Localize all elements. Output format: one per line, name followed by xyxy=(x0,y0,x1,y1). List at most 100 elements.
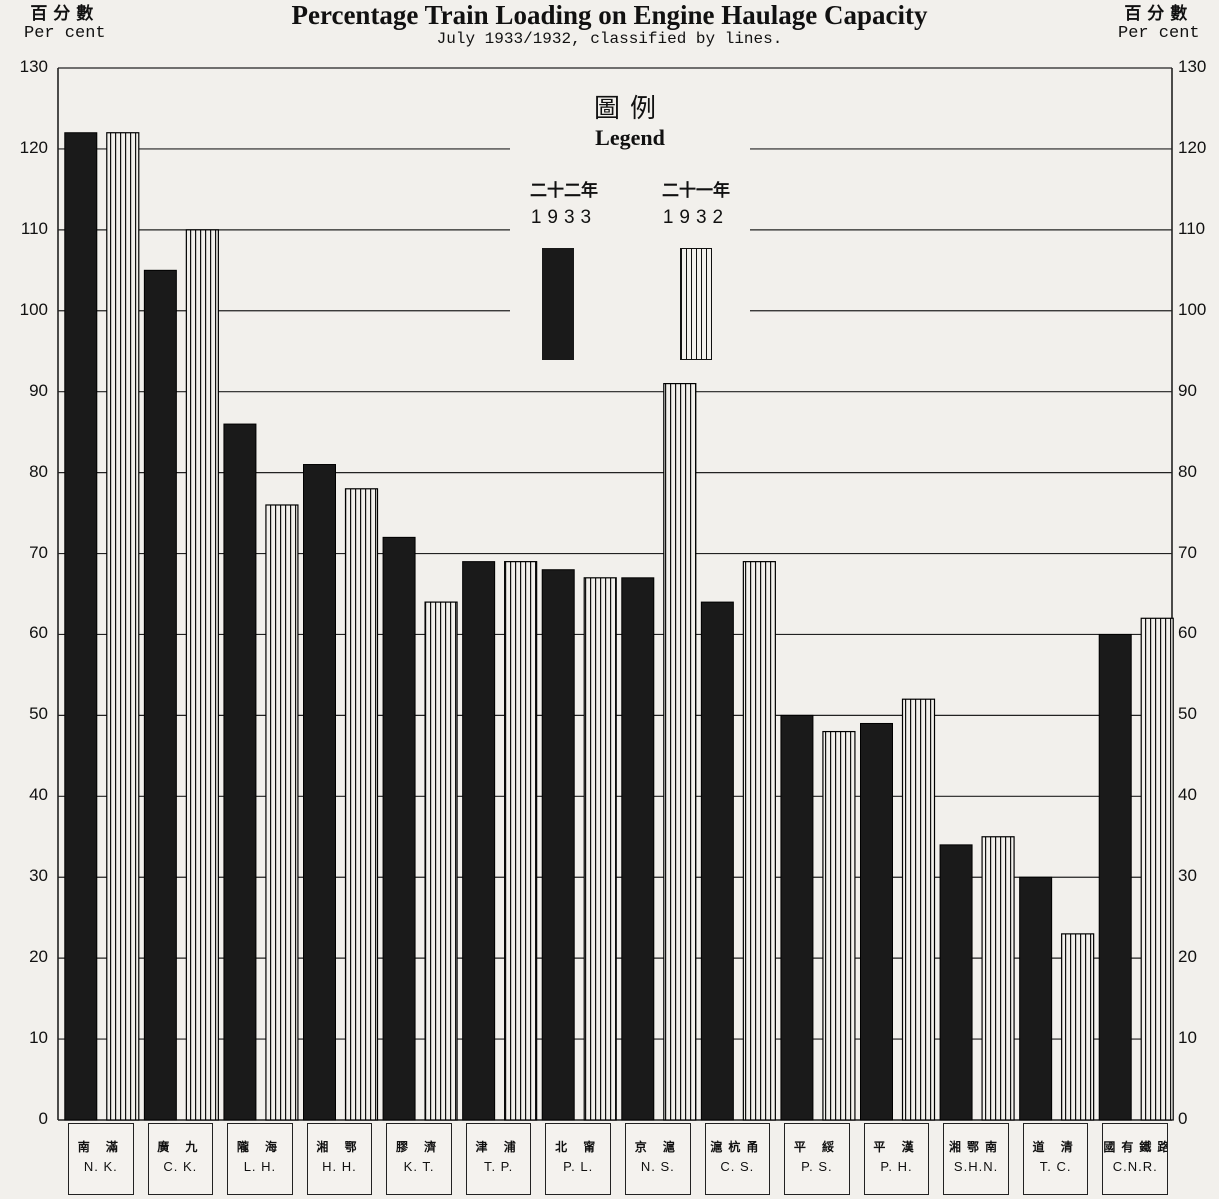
y-tick-label-right: 90 xyxy=(1178,380,1197,400)
x-category-en: N. K. xyxy=(83,1159,118,1174)
legend-1933-zh: 二十二年 xyxy=(530,181,598,201)
y-tick-label-left: 130 xyxy=(19,57,48,76)
y-tick-label-left: 90 xyxy=(29,380,48,400)
bar-1933 xyxy=(541,569,575,1121)
bar-1933 xyxy=(303,464,336,1121)
y-tick-label-left: 60 xyxy=(29,623,48,643)
x-category-zh: 國有鐵路 xyxy=(1103,1140,1167,1154)
y-tick-label-right: 110 xyxy=(1178,218,1206,238)
bar-1932 xyxy=(265,504,299,1121)
y-tick-label-left: 70 xyxy=(29,542,48,562)
bar-1932 xyxy=(583,577,617,1121)
x-category-en: C. K. xyxy=(163,1159,198,1174)
legend-swatch-1933 xyxy=(542,248,574,360)
left-unit-zh: 百分數 xyxy=(30,4,100,24)
y-tick-label-left: 110 xyxy=(20,218,48,238)
bar-1932 xyxy=(1061,933,1095,1121)
x-category-label: 湘 鄂 H. H. xyxy=(306,1123,373,1195)
legend-item-1932: 二十一年 1932 xyxy=(646,176,746,229)
legend-1933-year: 1933 xyxy=(530,207,598,228)
y-tick-label-left: 50 xyxy=(29,704,48,724)
bar-1932 xyxy=(504,561,538,1121)
x-category-zh: 平 綏 xyxy=(793,1140,841,1154)
legend-title-zh: 圖例 xyxy=(593,94,666,124)
bar-1933 xyxy=(1098,633,1132,1121)
x-category-label: 湘鄂南 S.H.N. xyxy=(943,1123,1009,1195)
x-category-en: N. S. xyxy=(640,1159,675,1174)
x-category-en: S.H.N. xyxy=(953,1159,999,1174)
bar-1933 xyxy=(64,132,98,1121)
y-tick-label-right: 80 xyxy=(1178,461,1197,481)
x-category-label: 隴 海 L. H. xyxy=(227,1123,293,1195)
x-category-label: 廣 九 C. K. xyxy=(147,1123,214,1195)
left-unit-en: Per cent xyxy=(24,24,106,43)
bar-1932 xyxy=(106,132,140,1121)
x-category-label: 津 浦 T. P. xyxy=(465,1123,532,1195)
chart-title: Percentage Train Loading on Engine Haula… xyxy=(291,0,928,30)
y-tick-label-left: 80 xyxy=(29,461,48,481)
y-tick-label-right: 50 xyxy=(1178,704,1197,724)
legend-item-1933: 二十二年 1933 xyxy=(514,176,614,229)
chart-subtitle: July 1933/1932, classified by lines. xyxy=(436,30,783,48)
x-category-zh: 津 浦 xyxy=(475,1140,522,1154)
x-category-en: C. S. xyxy=(720,1159,755,1174)
y-tick-label-left: 120 xyxy=(19,137,48,157)
bar-1933 xyxy=(860,722,893,1121)
y-tick-label-right: 120 xyxy=(1178,137,1207,157)
x-category-label: 平 漢 P. H. xyxy=(863,1123,930,1195)
x-category-zh: 京 滬 xyxy=(634,1140,681,1154)
bar-1932 xyxy=(981,836,1015,1121)
bar-1932 xyxy=(424,601,458,1121)
y-tick-label-right: 100 xyxy=(1178,299,1207,319)
x-category-zh: 廣 九 xyxy=(157,1140,204,1154)
y-tick-label-left: 30 xyxy=(29,866,48,886)
x-category-label: 國有鐵路 C.N.R. xyxy=(1102,1123,1168,1195)
x-category-zh: 南 滿 xyxy=(77,1140,124,1154)
x-category-label: 道 清 T. C. xyxy=(1022,1123,1089,1195)
y-tick-label-left: 20 xyxy=(29,947,48,967)
right-unit-en: Per cent xyxy=(1118,24,1200,43)
bar-1933 xyxy=(1019,876,1053,1121)
y-tick-label-right: 60 xyxy=(1178,623,1197,643)
x-category-zh: 湘鄂南 xyxy=(949,1140,1004,1154)
y-tick-label-left: 40 xyxy=(29,785,48,805)
y-tick-label-right: 30 xyxy=(1178,866,1197,886)
x-category-zh: 道 清 xyxy=(1032,1140,1079,1154)
bar-1932 xyxy=(742,561,776,1121)
legend-swatch-1932 xyxy=(680,248,712,360)
x-category-label: 平 綏 P. S. xyxy=(784,1123,850,1195)
bar-1932 xyxy=(344,488,379,1121)
right-unit-label: 百分數 Per cent xyxy=(1118,4,1200,44)
x-category-label: 膠 濟 K. T. xyxy=(386,1123,452,1195)
x-category-zh: 隴 海 xyxy=(236,1140,284,1154)
bar-1933 xyxy=(462,561,496,1121)
bar-1932 xyxy=(663,383,697,1121)
bar-1933 xyxy=(143,269,177,1121)
x-category-en: H. H. xyxy=(322,1159,357,1174)
legend-1932-zh: 二十一年 xyxy=(662,181,730,201)
bar-1933 xyxy=(382,536,416,1121)
x-category-zh: 滬杭甬 xyxy=(710,1140,765,1154)
x-category-zh: 湘 鄂 xyxy=(316,1140,363,1154)
bar-1933 xyxy=(780,714,814,1121)
x-category-en: C.N.R. xyxy=(1112,1159,1158,1174)
x-category-label: 京 滬 N. S. xyxy=(625,1123,691,1195)
bar-1933 xyxy=(939,844,973,1121)
x-category-label: 滬杭甬 C. S. xyxy=(704,1123,771,1195)
y-tick-label-right: 70 xyxy=(1178,542,1197,562)
bar-1932 xyxy=(1140,617,1174,1121)
x-category-zh: 北 甯 xyxy=(555,1140,602,1154)
legend: 圖例 Legend 二十二年 1933 二十一年 1932 xyxy=(510,88,750,378)
x-category-en: T. P. xyxy=(483,1159,514,1174)
right-unit-zh: 百分數 xyxy=(1124,4,1194,24)
x-category-en: K. T. xyxy=(403,1159,435,1174)
y-tick-label-right: 0 xyxy=(1178,1109,1188,1128)
y-tick-label-left: 10 xyxy=(29,1028,48,1048)
bar-1933 xyxy=(700,601,734,1121)
y-tick-label-right: 130 xyxy=(1178,57,1207,76)
x-category-zh: 平 漢 xyxy=(873,1140,920,1154)
y-tick-label-right: 40 xyxy=(1178,785,1197,805)
legend-1932-year: 1932 xyxy=(662,207,730,228)
bar-1932 xyxy=(901,698,936,1121)
x-category-zh: 膠 濟 xyxy=(395,1140,443,1154)
